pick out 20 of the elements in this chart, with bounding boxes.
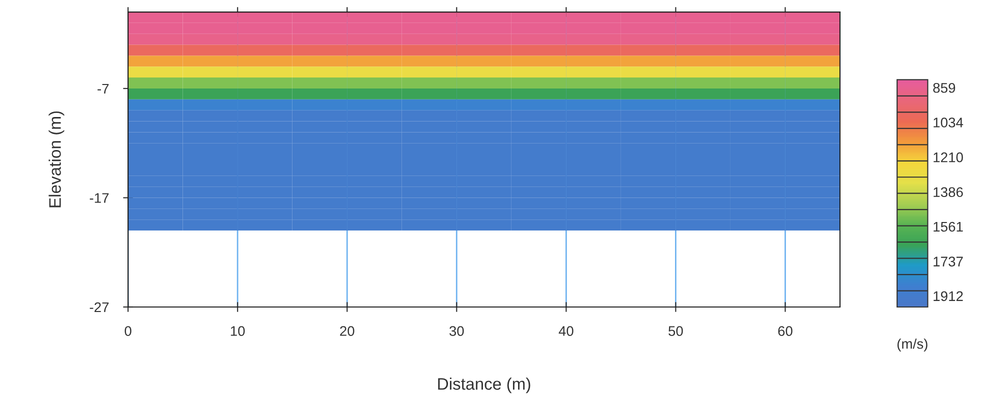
x-tick-label: 40	[558, 326, 574, 336]
x-tick-label: 50	[668, 326, 683, 336]
color-bar-label: 1210	[934, 152, 963, 162]
color-bar-title: (m/s)	[897, 338, 928, 352]
y-tick-label: -27	[90, 302, 109, 312]
color-bar-label: 1561	[934, 222, 963, 232]
y-axis-title: Elevation (m)	[48, 111, 64, 208]
color-bar-label: 1912	[934, 291, 963, 302]
x-tick-label: 0	[124, 326, 132, 336]
x-tick-label: 10	[230, 326, 245, 336]
x-tick-label: 30	[449, 326, 464, 336]
y-tick-label: -7	[98, 84, 109, 94]
x-tick-label: 20	[340, 326, 354, 336]
color-bar-label: 1034	[934, 118, 964, 128]
color-bar-label: 1737	[934, 256, 963, 266]
y-tick-label: -17	[90, 193, 109, 203]
color-bar-label: 859	[933, 82, 956, 93]
x-axis-title: Distance (m)	[438, 378, 530, 394]
color-bar-label: 1386	[934, 187, 963, 198]
x-tick-label: 60	[778, 326, 792, 336]
